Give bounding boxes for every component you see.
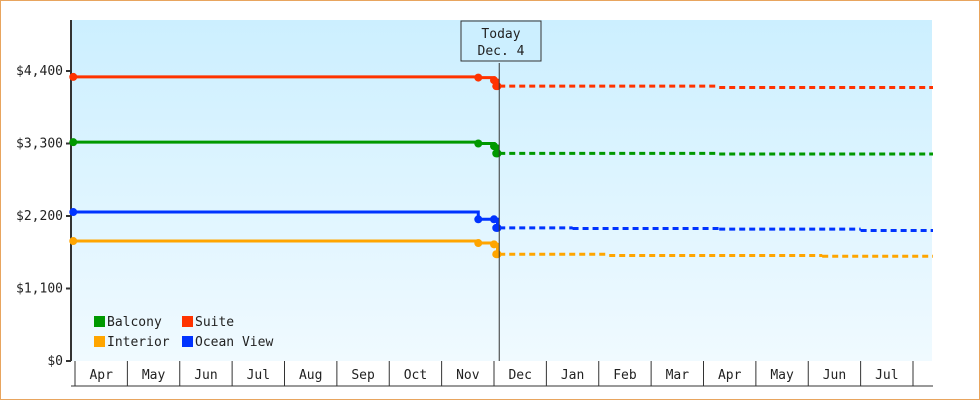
x-tick-label: May	[142, 368, 166, 383]
x-tick-label: Sep	[351, 368, 375, 383]
x-tick-label: Feb	[613, 368, 637, 383]
series-forecast-line-ocean-view	[499, 226, 933, 232]
data-point	[69, 72, 78, 81]
x-tick-label: Oct	[404, 368, 427, 383]
data-point	[490, 240, 498, 249]
y-tick-label: $3,300	[16, 137, 63, 152]
x-tick-label: May	[770, 368, 794, 383]
data-point	[492, 250, 501, 259]
data-point	[474, 73, 483, 82]
legend-label: Suite	[195, 315, 234, 330]
legend-label: Balcony	[107, 315, 162, 330]
x-tick-label: Jan	[561, 368, 584, 383]
x-tick-label: Mar	[666, 368, 690, 383]
data-point	[490, 142, 498, 151]
data-point	[69, 138, 78, 147]
series-forecast-line-suite	[499, 84, 933, 89]
legend-swatch	[94, 336, 105, 347]
data-point	[474, 139, 483, 148]
data-point	[490, 215, 498, 224]
plot-area	[71, 20, 932, 361]
x-tick-label: Apr	[89, 368, 113, 383]
y-tick-label: $4,400	[16, 64, 63, 79]
data-point	[69, 237, 78, 246]
y-tick-label: $1,100	[16, 282, 63, 297]
legend-swatch	[94, 316, 105, 327]
y-tick-label: $2,200	[16, 209, 63, 224]
data-point	[474, 215, 483, 224]
x-tick-label: Apr	[718, 368, 742, 383]
legend-swatch	[182, 336, 193, 347]
today-label: Today	[481, 27, 520, 42]
x-tick-label: Jun	[194, 368, 217, 383]
today-date: Dec. 4	[478, 44, 525, 59]
x-tick-label: Nov	[456, 368, 480, 383]
today-label-box	[460, 20, 542, 62]
data-point	[492, 223, 501, 232]
series-forecast-line-interior	[499, 252, 933, 258]
x-tick-label: Dec	[508, 368, 531, 383]
data-point	[492, 82, 501, 91]
series-forecast-line-balcony	[499, 151, 933, 156]
y-tick-label: $0	[47, 354, 63, 369]
x-tick-label: Aug	[299, 368, 322, 383]
data-point	[474, 239, 483, 248]
legend-label: Interior	[107, 335, 170, 350]
x-tick-label: Jul	[875, 368, 898, 383]
legend-label: Ocean View	[195, 335, 273, 350]
x-tick-label: Jun	[823, 368, 846, 383]
data-point	[69, 208, 78, 217]
x-tick-label: Jul	[247, 368, 270, 383]
legend-swatch	[182, 316, 193, 327]
data-point	[492, 149, 501, 158]
